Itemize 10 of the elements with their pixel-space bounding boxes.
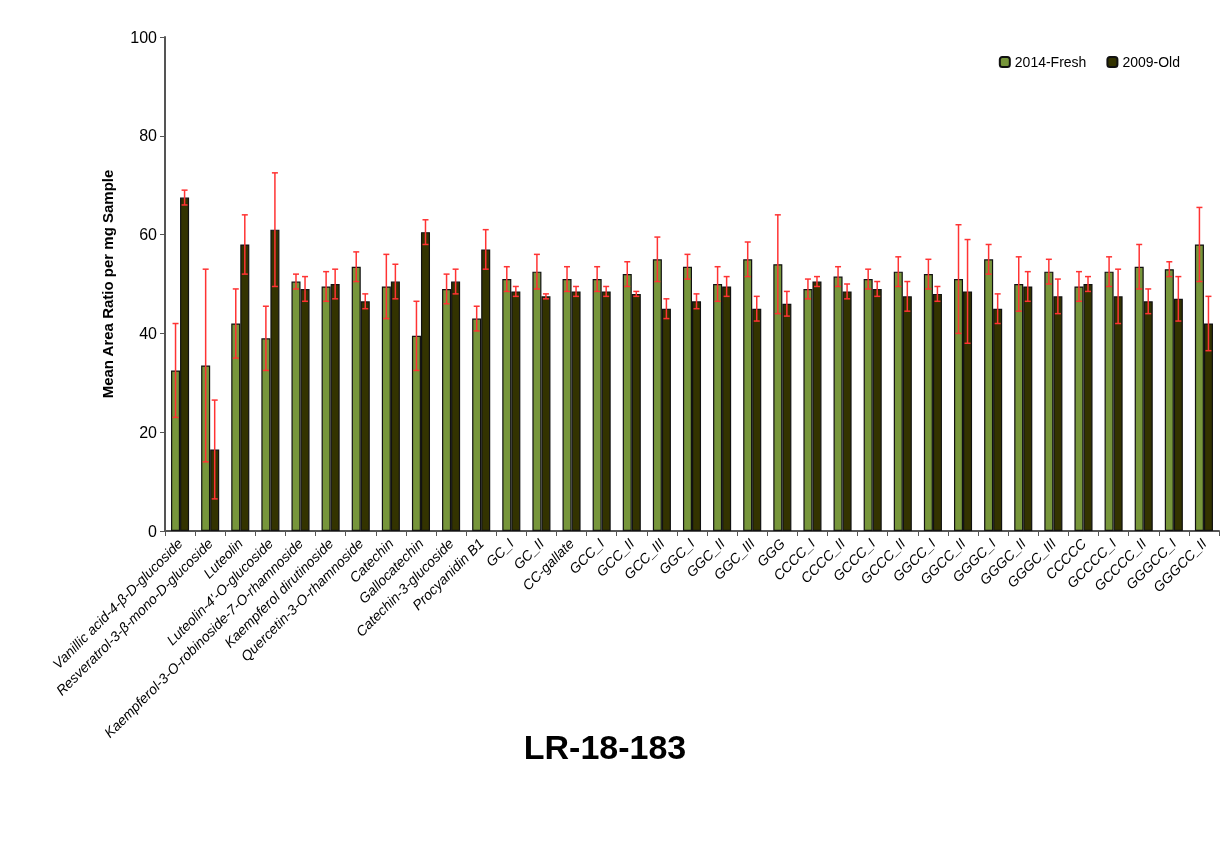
y-axis-title: Mean Area Ratio per mg Sample [99, 169, 116, 399]
y-tick-label: 100 [130, 28, 158, 46]
y-tick-label: 0 [148, 522, 158, 540]
y-tick-label: 80 [139, 127, 158, 145]
y-tick-label: 60 [139, 226, 158, 244]
y-tick-label: 20 [139, 423, 158, 441]
legend-label: 2014-Fresh [1014, 54, 1087, 70]
legend-label: 2009-Old [1122, 54, 1180, 70]
text: LR-18-183 [523, 728, 687, 766]
y-tick-label: 40 [139, 324, 158, 342]
